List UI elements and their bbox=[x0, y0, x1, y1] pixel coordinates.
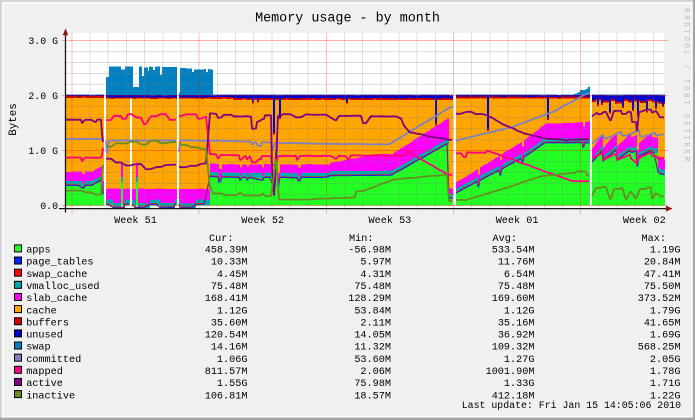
svg-text:120.54M: 120.54M bbox=[205, 331, 248, 342]
svg-text:swap_cache: swap_cache bbox=[26, 269, 87, 281]
svg-text:458.39M: 458.39M bbox=[205, 246, 248, 257]
svg-text:1.78G: 1.78G bbox=[650, 367, 681, 378]
svg-text:168.41M: 168.41M bbox=[205, 294, 248, 305]
svg-text:6.54M: 6.54M bbox=[504, 270, 535, 281]
svg-text:109.32M: 109.32M bbox=[492, 343, 535, 354]
svg-text:1.19G: 1.19G bbox=[650, 246, 681, 257]
svg-text:811.57M: 811.57M bbox=[205, 367, 248, 378]
svg-text:1.22G: 1.22G bbox=[650, 391, 681, 402]
svg-text:1.71G: 1.71G bbox=[650, 379, 681, 390]
svg-text:14.16M: 14.16M bbox=[211, 343, 248, 354]
svg-text:75.50M: 75.50M bbox=[644, 282, 681, 293]
svg-text:18.57M: 18.57M bbox=[354, 391, 391, 402]
svg-text:Week 52: Week 52 bbox=[241, 215, 284, 227]
svg-text:Last update: Fri Jan 15 14:05:: Last update: Fri Jan 15 14:05:06 2010 bbox=[462, 400, 681, 411]
svg-text:75.48M: 75.48M bbox=[498, 282, 535, 293]
svg-text:2.06M: 2.06M bbox=[360, 367, 391, 378]
svg-text:vmalloc_used: vmalloc_used bbox=[26, 281, 99, 293]
svg-text:Week 01: Week 01 bbox=[496, 215, 539, 227]
svg-text:169.60M: 169.60M bbox=[492, 294, 535, 305]
svg-text:1.06G: 1.06G bbox=[217, 355, 248, 366]
svg-text:Bytes: Bytes bbox=[8, 103, 20, 135]
svg-text:1.27G: 1.27G bbox=[504, 355, 535, 366]
svg-text:committed: committed bbox=[26, 354, 81, 366]
svg-text:11.76M: 11.76M bbox=[498, 258, 535, 269]
svg-text:swap: swap bbox=[26, 343, 50, 354]
svg-text:1001.90M: 1001.90M bbox=[486, 367, 535, 378]
svg-text:4.45M: 4.45M bbox=[217, 270, 248, 281]
svg-text:buffers: buffers bbox=[26, 317, 69, 329]
svg-text:apps: apps bbox=[26, 246, 50, 257]
svg-text:373.52M: 373.52M bbox=[638, 294, 681, 305]
svg-text:35.60M: 35.60M bbox=[211, 318, 248, 329]
svg-text:533.54M: 533.54M bbox=[492, 246, 535, 257]
svg-text:Max:: Max: bbox=[642, 234, 666, 245]
svg-text:1.33G: 1.33G bbox=[504, 379, 535, 390]
svg-text:1.0 G: 1.0 G bbox=[28, 146, 58, 157]
svg-text:1.79G: 1.79G bbox=[650, 306, 681, 317]
svg-text:cache: cache bbox=[26, 305, 57, 317]
svg-text:0.0: 0.0 bbox=[40, 201, 58, 212]
svg-text:106.81M: 106.81M bbox=[205, 391, 248, 402]
svg-text:14.05M: 14.05M bbox=[354, 331, 391, 342]
svg-text:1.12G: 1.12G bbox=[504, 306, 535, 317]
svg-text:page_tables: page_tables bbox=[26, 257, 93, 269]
svg-text:47.41M: 47.41M bbox=[644, 270, 681, 281]
svg-text:5.97M: 5.97M bbox=[360, 258, 391, 269]
svg-text:RRDTOOL / TOBI OETIKER: RRDTOOL / TOBI OETIKER bbox=[682, 8, 690, 164]
svg-text:4.31M: 4.31M bbox=[360, 270, 391, 281]
svg-text:2.11M: 2.11M bbox=[360, 318, 391, 329]
svg-text:1.12G: 1.12G bbox=[217, 306, 248, 317]
svg-text:11.32M: 11.32M bbox=[354, 343, 391, 354]
svg-text:unused: unused bbox=[26, 330, 63, 342]
svg-text:2.0 G: 2.0 G bbox=[28, 91, 58, 102]
svg-text:10.33M: 10.33M bbox=[211, 258, 248, 269]
svg-text:Cur:: Cur: bbox=[209, 234, 233, 245]
svg-text:Week 51: Week 51 bbox=[114, 215, 157, 227]
svg-text:Week 53: Week 53 bbox=[369, 215, 412, 227]
svg-text:53.60M: 53.60M bbox=[354, 355, 391, 366]
svg-text:75.98M: 75.98M bbox=[354, 379, 391, 390]
svg-text:36.92M: 36.92M bbox=[498, 331, 535, 342]
svg-text:75.48M: 75.48M bbox=[354, 282, 391, 293]
svg-text:568.25M: 568.25M bbox=[638, 343, 681, 354]
svg-text:20.84M: 20.84M bbox=[644, 258, 681, 269]
svg-text:53.84M: 53.84M bbox=[354, 306, 391, 317]
svg-text:Avg:: Avg: bbox=[493, 234, 517, 245]
svg-text:1.69G: 1.69G bbox=[650, 331, 681, 342]
svg-text:3.0 G: 3.0 G bbox=[28, 36, 58, 47]
svg-text:128.29M: 128.29M bbox=[348, 294, 391, 305]
svg-text:Memory usage - by month: Memory usage - by month bbox=[255, 11, 440, 26]
svg-text:412.18M: 412.18M bbox=[492, 391, 535, 402]
svg-text:mapped: mapped bbox=[26, 366, 63, 378]
svg-text:active: active bbox=[26, 378, 63, 390]
svg-text:41.65M: 41.65M bbox=[644, 318, 681, 329]
svg-text:75.48M: 75.48M bbox=[211, 282, 248, 293]
svg-text:35.16M: 35.16M bbox=[498, 318, 535, 329]
svg-text:inactive: inactive bbox=[26, 390, 75, 402]
svg-text:Week 02: Week 02 bbox=[623, 215, 666, 227]
svg-text:Min:: Min: bbox=[349, 233, 373, 245]
svg-text:slab_cache: slab_cache bbox=[26, 293, 87, 305]
svg-text:2.05G: 2.05G bbox=[650, 355, 681, 366]
svg-text:-56.98M: -56.98M bbox=[348, 246, 391, 257]
svg-text:1.55G: 1.55G bbox=[217, 379, 248, 390]
